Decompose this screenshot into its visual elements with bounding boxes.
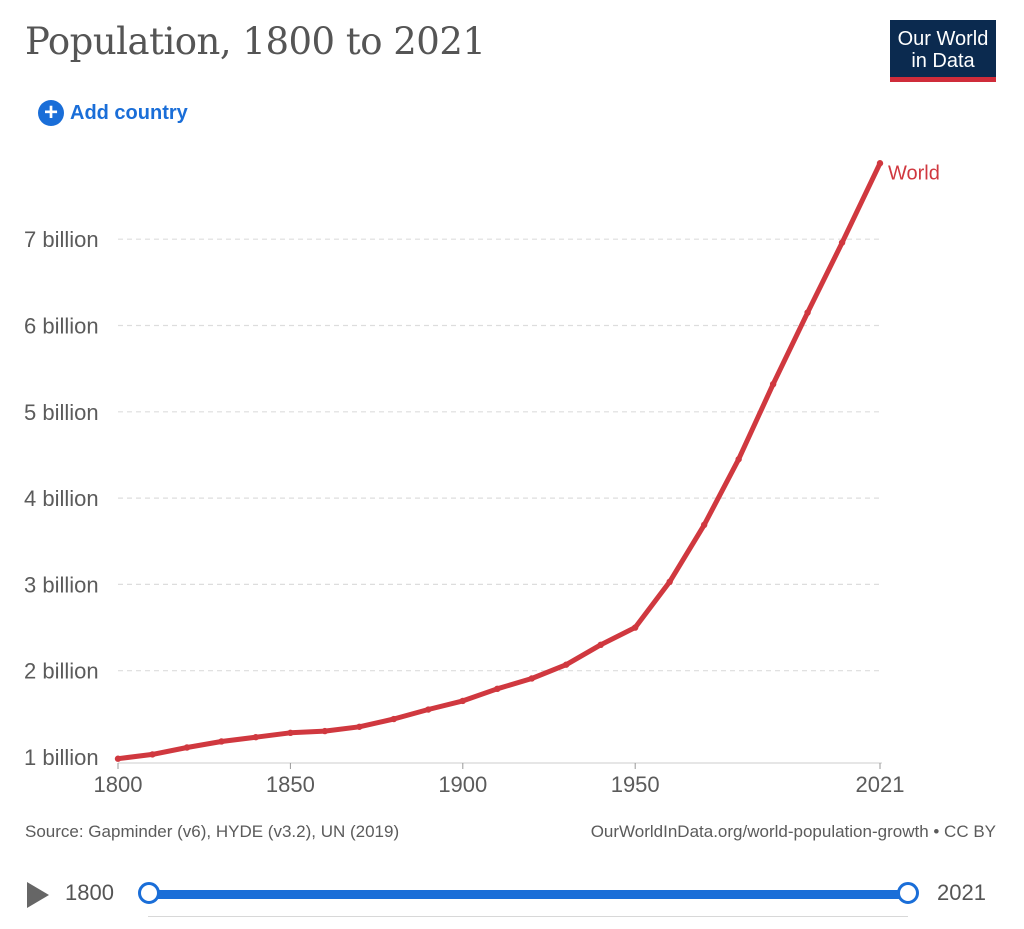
x-tick-label: 1800 <box>94 772 143 797</box>
owid-logo[interactable]: Our World in Data <box>890 20 996 82</box>
data-point[interactable] <box>597 641 604 649</box>
add-country-label: Add country <box>70 101 188 124</box>
data-point[interactable] <box>425 706 432 713</box>
data-point[interactable] <box>321 727 329 735</box>
data-point[interactable] <box>631 624 639 631</box>
data-point[interactable] <box>838 239 846 246</box>
data-point[interactable] <box>459 697 466 705</box>
play-icon[interactable] <box>27 882 49 908</box>
data-point[interactable] <box>528 675 535 682</box>
source-note: Source: Gapminder (v6), HYDE (v3.2), UN … <box>25 822 400 841</box>
series-label-world: World <box>888 162 940 184</box>
timeline-end-label: 2021 <box>937 880 986 905</box>
y-tick-label: 2 billion <box>24 659 99 684</box>
timeline-end-handle[interactable] <box>897 882 919 904</box>
timeline-start-handle[interactable] <box>138 882 160 904</box>
logo-line-2: in Data <box>911 50 975 72</box>
y-tick-label: 5 billion <box>24 400 99 425</box>
timeline-axis <box>148 916 908 929</box>
x-tick-label: 1950 <box>611 772 660 797</box>
data-point[interactable] <box>252 733 260 741</box>
y-tick-label: 1 billion <box>24 745 99 770</box>
x-tick-label: 2021 <box>856 772 905 797</box>
data-point[interactable] <box>287 729 294 737</box>
logo-line-1: Our World <box>897 28 989 50</box>
y-tick-label: 6 billion <box>24 314 99 339</box>
data-point[interactable] <box>563 661 570 668</box>
data-point[interactable] <box>804 309 811 316</box>
data-point[interactable] <box>218 738 225 745</box>
data-point[interactable] <box>494 685 501 693</box>
data-point[interactable] <box>390 715 398 723</box>
data-point[interactable] <box>700 521 708 529</box>
add-country-button[interactable]: + Add country <box>38 100 188 126</box>
timeline: 1800 2021 <box>0 870 1024 928</box>
data-point[interactable] <box>114 755 122 762</box>
data-point[interactable] <box>183 744 191 751</box>
data-point[interactable] <box>769 380 777 388</box>
data-point[interactable] <box>666 578 673 586</box>
plus-circle-icon: + <box>38 100 64 126</box>
series-line-world <box>115 160 883 762</box>
y-tick-label: 4 billion <box>24 486 99 511</box>
line-chart: 1 billion 2 billion 3 billion 4 billion 5 bi… <box>24 160 940 797</box>
y-tick-label: 3 billion <box>24 572 99 597</box>
x-tick-label: 1900 <box>438 772 487 797</box>
chart-title: Population, 1800 to 2021 <box>25 20 486 63</box>
timeline-start-label: 1800 <box>65 880 114 905</box>
data-point[interactable] <box>149 751 156 758</box>
data-point[interactable] <box>876 160 884 167</box>
source-link[interactable]: OurWorldInData.org/world-population-grow… <box>590 822 996 841</box>
data-point[interactable] <box>735 456 742 463</box>
data-point[interactable] <box>356 723 363 730</box>
timeline-track[interactable] <box>148 890 908 899</box>
y-tick-label: 7 billion <box>24 227 99 252</box>
x-tick-label: 1850 <box>266 772 315 797</box>
